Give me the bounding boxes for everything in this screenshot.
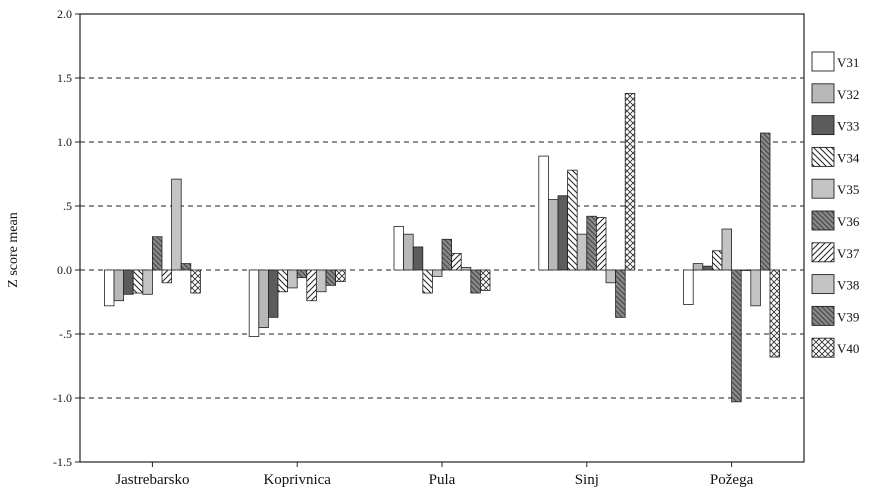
legend-swatch-v31 — [811, 51, 835, 72]
bar-v37-4 — [740, 269, 752, 271]
legend-label-v37: V37 — [837, 246, 860, 261]
gridlines — [80, 77, 804, 399]
bar-v32-0 — [113, 269, 125, 302]
bar-v38-1 — [315, 269, 327, 293]
bar-v32-4 — [692, 263, 704, 271]
legend-swatch-v33 — [811, 115, 835, 136]
x-tick-label: Sinj — [575, 472, 599, 488]
bar-v36-3 — [586, 215, 597, 271]
bar-v33-0 — [123, 269, 134, 295]
legend-label-v34: V34 — [837, 150, 860, 165]
legend-swatch-v36 — [811, 210, 835, 231]
bar-v31-2 — [393, 226, 405, 271]
legend-swatch-v40 — [811, 337, 835, 358]
bar-v34-0 — [132, 269, 144, 294]
bar-v39-0 — [180, 263, 192, 271]
bar-v40-1 — [335, 269, 346, 282]
y-tick-label: 0.0 — [57, 263, 72, 277]
bar-v40-3 — [624, 92, 636, 271]
legend-label-v35: V35 — [837, 182, 859, 197]
legend-swatch-v38 — [811, 274, 835, 295]
bar-v37-2 — [451, 252, 462, 271]
bar-v36-2 — [441, 238, 453, 271]
bar-v39-2 — [470, 269, 481, 294]
legend-label-v31: V31 — [837, 55, 859, 70]
bar-v38-2 — [460, 267, 472, 271]
x-tick-label: Koprivnica — [263, 472, 331, 488]
legend: V31 V32 V33 V34 V35 V36 V37 V38 V39 V40 — [811, 51, 860, 358]
bar-v35-2 — [431, 269, 443, 277]
bar-v38-4 — [750, 269, 761, 307]
bar-v33-3 — [557, 195, 569, 271]
bar-v39-1 — [325, 269, 337, 286]
plot-frame — [79, 13, 805, 463]
bar-v36-0 — [151, 236, 163, 271]
bar-v33-1 — [267, 269, 279, 318]
legend-label-v32: V32 — [837, 87, 859, 102]
legend-swatch-v32 — [811, 83, 835, 104]
y-tick-label: -1.0 — [53, 391, 72, 405]
bar-v31-3 — [538, 155, 549, 271]
bar-v38-3 — [605, 269, 617, 284]
bar-v40-4 — [769, 269, 781, 358]
axes: Jastrebarsko Koprivnica Pula Sinj Požega 2.0 1… — [53, 7, 805, 488]
legend-swatch-v37 — [811, 242, 835, 263]
bar-v40-0 — [190, 269, 201, 294]
bar-v33-4 — [702, 265, 713, 271]
bar-v40-2 — [479, 269, 491, 291]
y-tick-label: -.5 — [59, 327, 72, 341]
bar-v31-4 — [683, 269, 694, 305]
bar-v37-0 — [161, 269, 173, 284]
y-tick-label: -1.5 — [53, 455, 72, 469]
y-tick-label: .5 — [63, 199, 72, 213]
bar-v36-4 — [731, 269, 742, 403]
bar-v34-1 — [277, 269, 289, 293]
bar-v39-4 — [760, 132, 771, 271]
y-tick-label: 1.0 — [57, 135, 72, 149]
legend-label-v36: V36 — [837, 214, 860, 229]
y-axis-label: Z score mean — [6, 212, 21, 287]
bar-v38-0 — [171, 178, 182, 271]
bar-v33-2 — [412, 246, 424, 271]
legend-label-v40: V40 — [837, 341, 859, 356]
bar-v35-3 — [576, 233, 588, 271]
bar-v32-3 — [548, 199, 559, 271]
y-tick-label: 2.0 — [57, 7, 72, 21]
legend-label-v38: V38 — [837, 278, 859, 293]
legend-label-v33: V33 — [837, 119, 859, 134]
bar-v36-1 — [296, 269, 308, 279]
bar-v37-3 — [596, 217, 607, 271]
legend-swatch-v39 — [811, 305, 835, 326]
x-tick-label: Pula — [429, 472, 456, 488]
bar-v31-0 — [104, 269, 115, 307]
bar-v35-4 — [721, 228, 733, 271]
legend-label-v39: V39 — [837, 309, 859, 324]
x-tick-label: Jastrebarsko — [115, 472, 189, 488]
legend-swatch-v35 — [811, 178, 835, 199]
y-tick-label: 1.5 — [57, 71, 72, 85]
bar-v34-2 — [422, 269, 433, 294]
bar-v34-4 — [712, 250, 723, 271]
legend-swatch-v34 — [811, 146, 835, 167]
bar-v32-2 — [403, 233, 414, 271]
bar-v31-1 — [248, 269, 260, 337]
bar-v35-0 — [142, 269, 153, 295]
bars — [104, 92, 781, 403]
bar-v34-3 — [567, 169, 578, 271]
bar-v32-1 — [258, 269, 269, 328]
bar-v37-1 — [306, 269, 317, 302]
bar-v35-1 — [287, 269, 298, 289]
bar-v39-3 — [615, 269, 626, 318]
x-tick-label: Požega — [710, 472, 754, 488]
